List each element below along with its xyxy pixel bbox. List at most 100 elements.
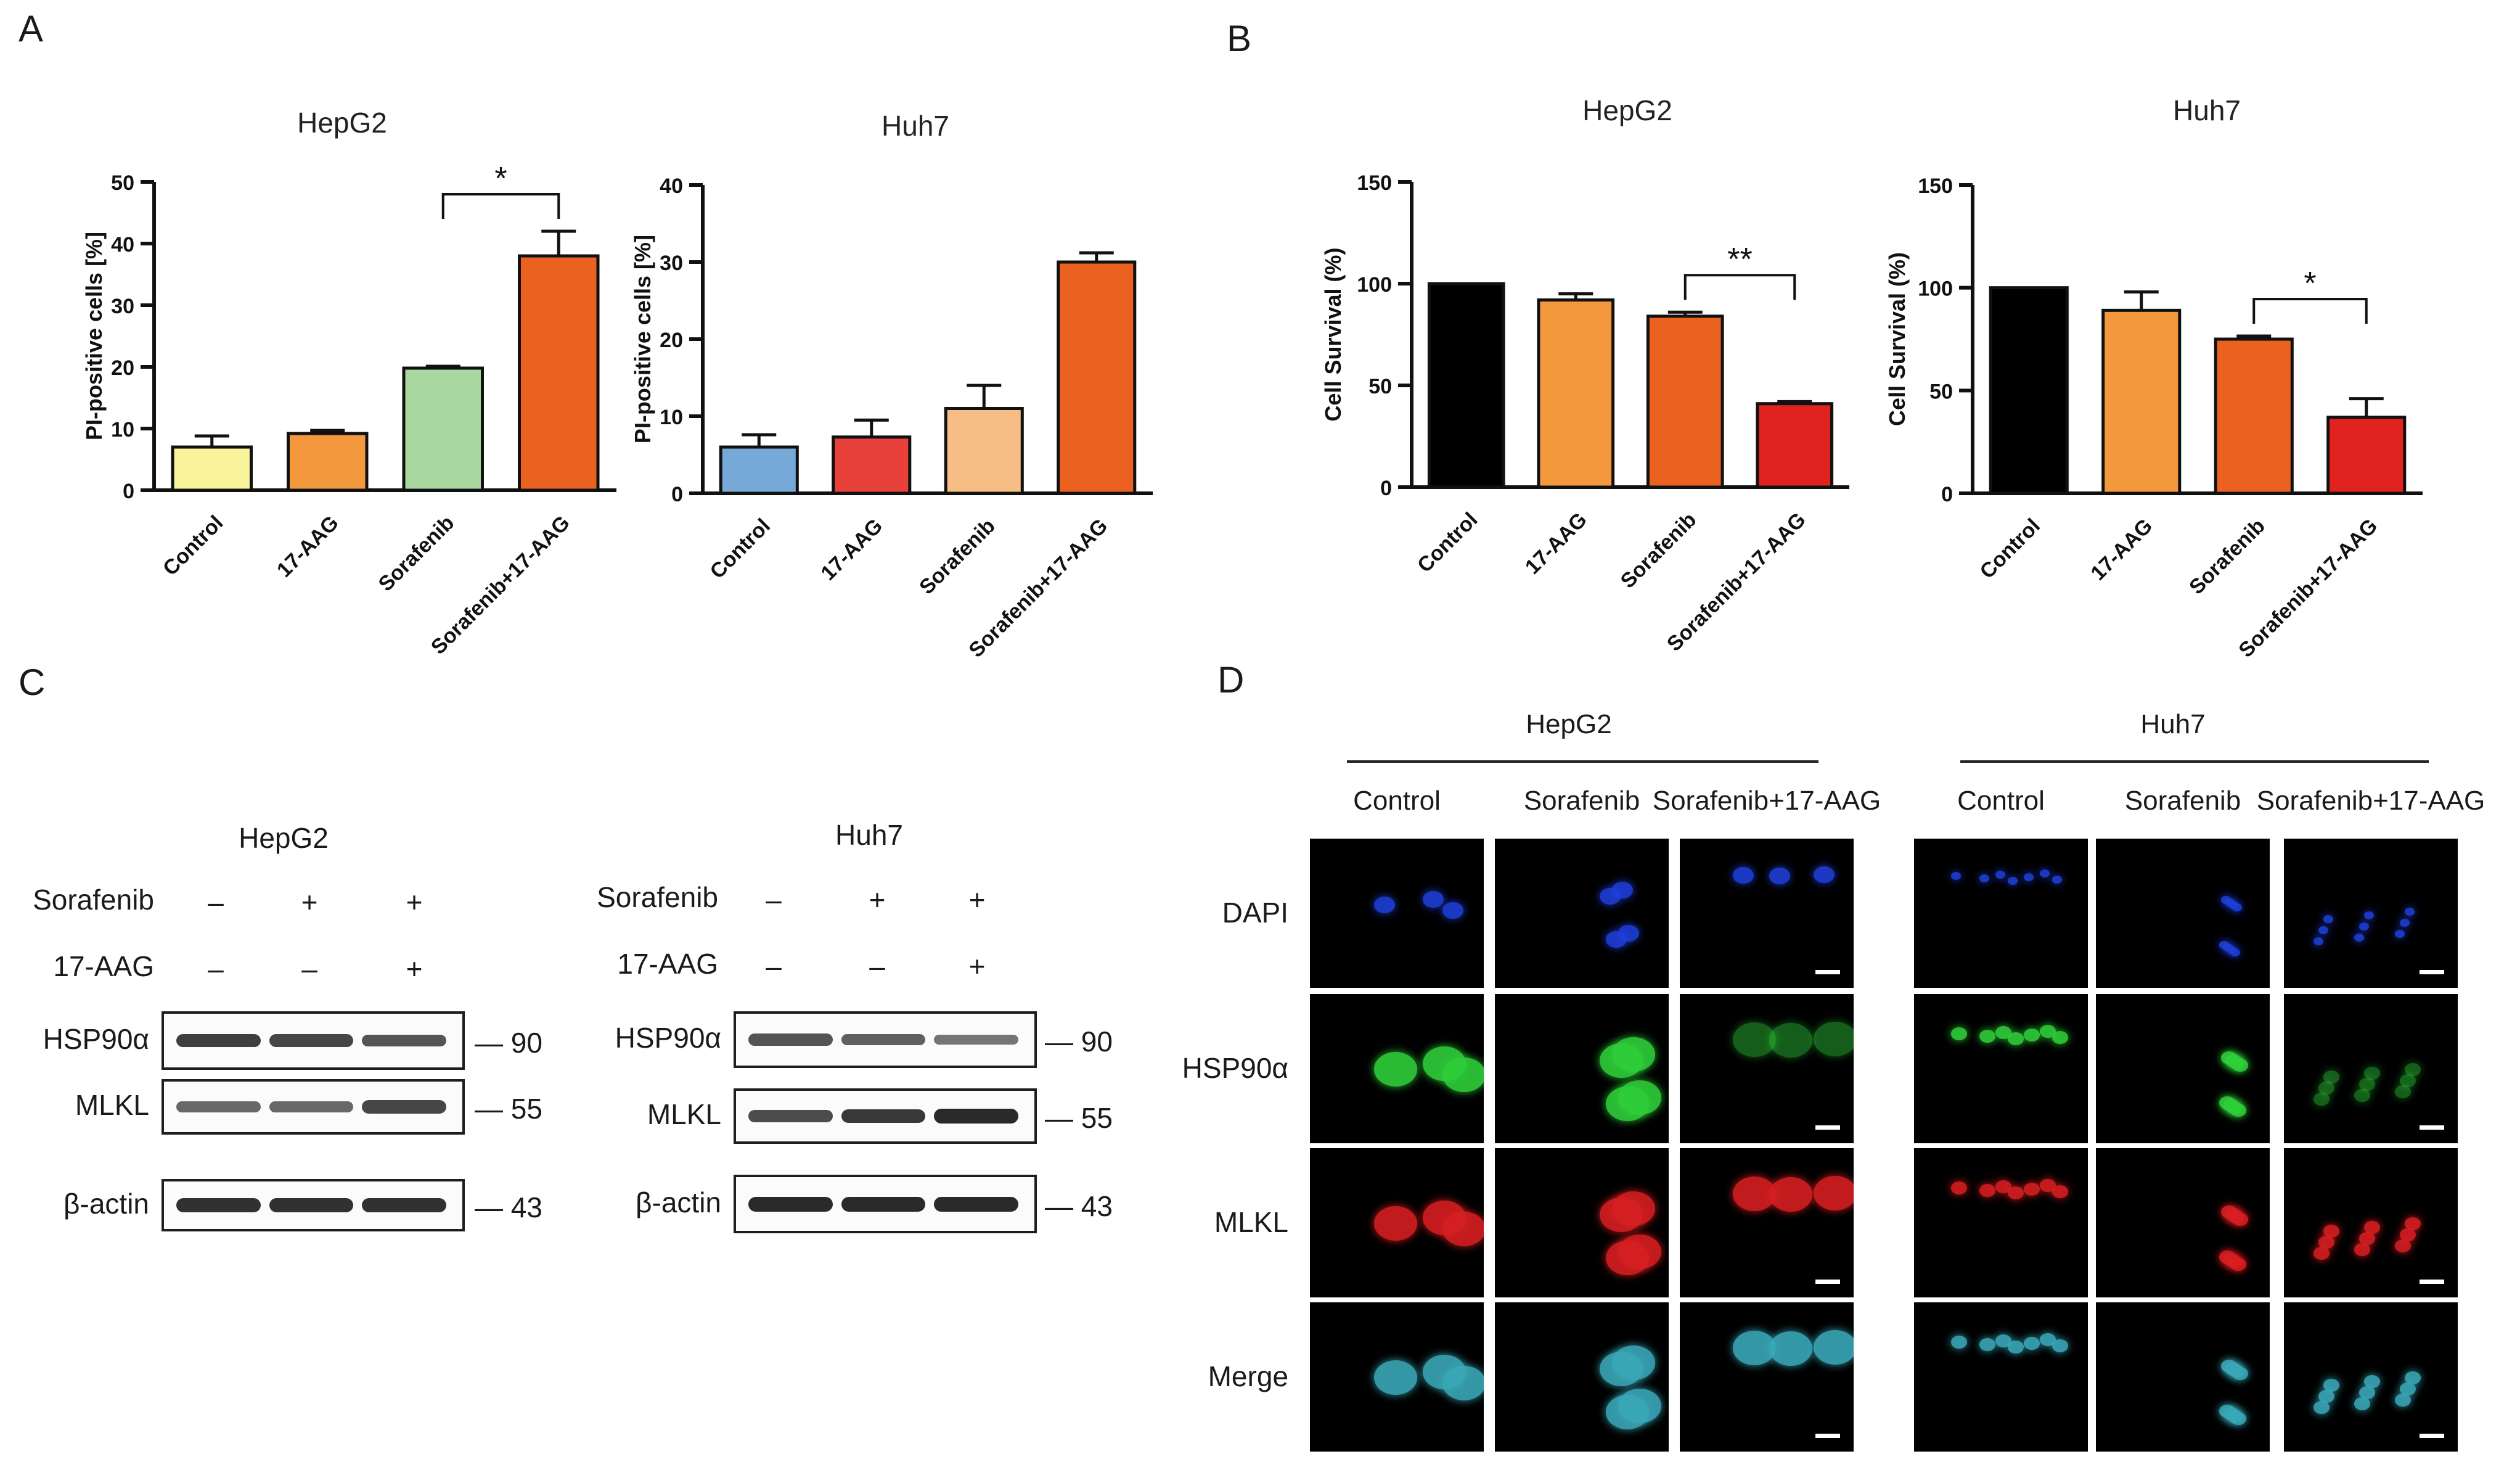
if-cell-spot xyxy=(2219,1251,2235,1263)
bar xyxy=(832,435,912,495)
y-tick-label: 40 xyxy=(660,175,683,198)
treatment-sign: – xyxy=(766,884,782,916)
if-cell-spot xyxy=(2052,876,2062,884)
if-row-label: DAPI xyxy=(1222,897,1288,929)
treatment-sign: + xyxy=(968,884,986,916)
if-cell-spot xyxy=(1733,867,1754,884)
if-cell-spot xyxy=(2318,1236,2334,1249)
if-cell-spot xyxy=(2405,1217,2421,1230)
if-cell-spot xyxy=(2040,1333,2056,1346)
bar xyxy=(2214,337,2294,495)
if-column-label: Sorafenib xyxy=(1523,786,1640,816)
y-tick-label: 20 xyxy=(111,356,134,380)
blot-protein-label: β-actin xyxy=(636,1186,721,1218)
blot-band xyxy=(934,1034,1018,1045)
y-tick-label: 30 xyxy=(111,295,134,318)
if-cell-spot xyxy=(2405,908,2415,916)
if-micrograph xyxy=(1495,1148,1669,1297)
if-cell-spot xyxy=(2318,926,2328,934)
if-group-divider xyxy=(1347,760,1818,763)
significance-bracket xyxy=(1683,274,1796,300)
bar xyxy=(1646,314,1724,489)
if-cell-spot xyxy=(2024,873,2034,881)
if-cell-spot xyxy=(2359,1386,2375,1399)
if-micrograph xyxy=(1310,1302,1484,1452)
if-micrograph xyxy=(2284,1148,2458,1297)
if-cell-spot xyxy=(1442,1212,1484,1246)
if-micrograph xyxy=(1680,1302,1854,1452)
y-tick-label: 0 xyxy=(123,480,134,503)
if-micrograph xyxy=(2284,994,2458,1143)
blot-strip xyxy=(162,1179,465,1231)
x-tick-label: Sorafenib xyxy=(374,511,459,596)
blot-band xyxy=(748,1109,833,1123)
scale-bar xyxy=(1815,970,1840,974)
if-cell-spot xyxy=(1423,891,1444,908)
if-cell-spot xyxy=(1733,1177,1776,1211)
blot-band xyxy=(269,1033,354,1048)
if-cell-spot xyxy=(2040,869,2050,877)
if-cell-spot xyxy=(2405,1063,2421,1076)
treatment-sign: + xyxy=(406,953,423,985)
blot-protein-label: HSP90α xyxy=(615,1022,721,1054)
if-cell-spot xyxy=(1951,1181,1967,1194)
x-tick-label: Sorafenib xyxy=(1616,508,1701,593)
if-cell-spot xyxy=(2318,1390,2334,1403)
if-cell-spot xyxy=(1995,1026,2011,1039)
bar xyxy=(1057,260,1137,495)
if-cell-spot xyxy=(1769,868,1790,885)
bar xyxy=(1537,298,1615,489)
if-cell-spot xyxy=(1600,888,1621,905)
if-cell-spot xyxy=(2400,1383,2416,1395)
molecular-weight-marker: — 55 xyxy=(1045,1102,1113,1134)
blot-band xyxy=(176,1198,261,1213)
y-tick-label: 150 xyxy=(1357,171,1392,195)
if-cell-spot xyxy=(2364,911,2374,919)
blot-band xyxy=(841,1109,926,1124)
panel-letter-c: C xyxy=(18,662,46,703)
treatment-label: Sorafenib xyxy=(33,884,154,916)
blot-strip xyxy=(734,1175,1037,1233)
x-tick-label: Sorafenib xyxy=(2185,514,2270,599)
blot-band xyxy=(176,1033,261,1048)
x-tick-label: 17-AAG xyxy=(272,511,343,582)
treatment-sign: – xyxy=(301,953,317,985)
if-cell-spot xyxy=(2313,937,2323,945)
y-tick-label: 50 xyxy=(1368,375,1392,398)
if-cell-spot xyxy=(1814,1330,1854,1365)
if-cell-spot xyxy=(1979,1184,1995,1197)
if-row-label: HSP90α xyxy=(1182,1052,1288,1084)
if-cell-spot xyxy=(1769,1331,1812,1366)
if-cell-spot xyxy=(2313,1247,2330,1260)
if-micrograph xyxy=(1495,994,1669,1143)
if-cell-spot xyxy=(1374,897,1395,914)
blot-strip xyxy=(734,1011,1037,1068)
blot-protein-label: MLKL xyxy=(647,1098,721,1130)
bar xyxy=(719,445,799,495)
blot-cell-line-label: HepG2 xyxy=(239,822,329,854)
x-tick-label: 17-AAG xyxy=(2086,514,2157,585)
if-cell-spot xyxy=(2395,1394,2411,1407)
if-micrograph xyxy=(1495,839,1669,988)
y-tick-label: 50 xyxy=(111,171,134,195)
blot-band xyxy=(269,1198,354,1213)
if-cell-spot xyxy=(2354,1397,2370,1410)
if-cell-spot xyxy=(2313,1401,2330,1414)
if-micrograph xyxy=(1310,1148,1484,1297)
if-cell-spot xyxy=(1979,1030,1995,1043)
if-cell-spot xyxy=(1951,1027,1967,1040)
if-cell-spot xyxy=(2364,1221,2380,1234)
if-cell-spot xyxy=(1979,1338,1995,1351)
y-tick-label: 50 xyxy=(1929,380,1953,403)
if-cell-spot xyxy=(1733,1022,1776,1057)
panel-letter-a: A xyxy=(18,8,44,49)
if-cell-spot xyxy=(2359,922,2369,931)
bar xyxy=(287,432,369,492)
if-cell-spot xyxy=(1951,1336,1967,1349)
if-cell-spot xyxy=(2395,930,2405,938)
treatment-label: 17-AAG xyxy=(53,950,154,982)
if-micrograph xyxy=(1495,1302,1669,1452)
if-cell-spot xyxy=(2040,1179,2056,1192)
blot-protein-label: MLKL xyxy=(75,1089,149,1121)
significance-bracket xyxy=(441,193,560,219)
